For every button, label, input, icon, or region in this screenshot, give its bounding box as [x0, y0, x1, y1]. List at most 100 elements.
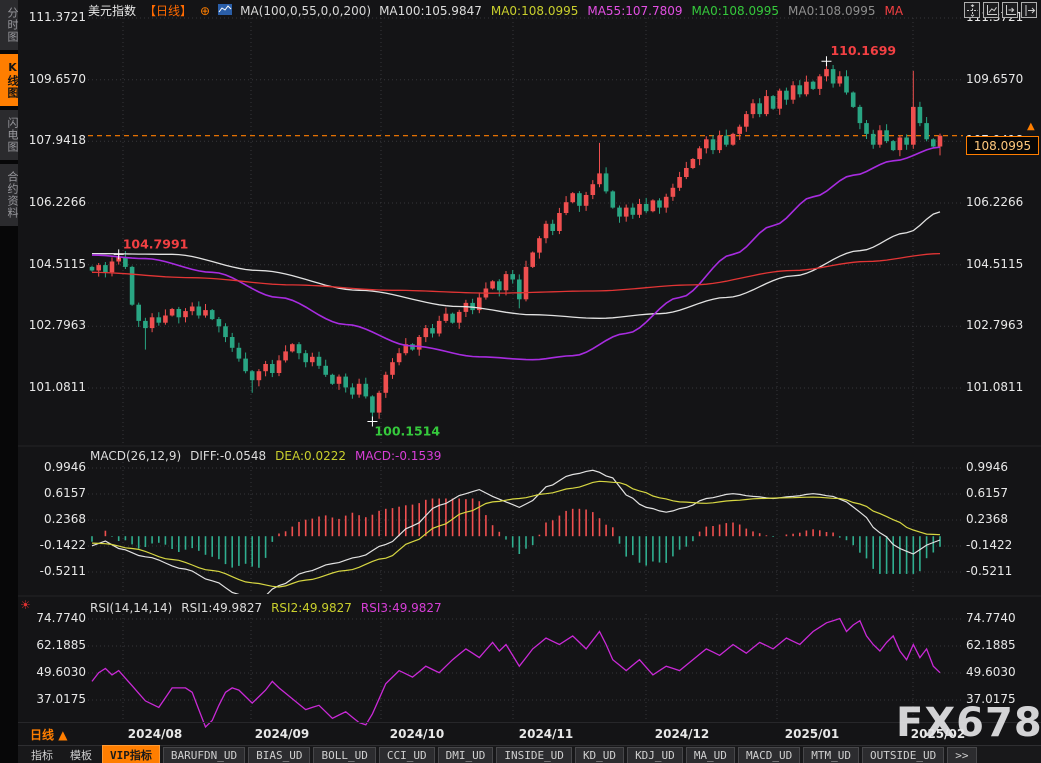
rsi-axis-label-r: 74.7740 — [966, 611, 1016, 625]
macd-axis-label-r: 0.9946 — [966, 460, 1008, 474]
bottom-tab-bar: 指标 模板 VIP指标 BARUFDN_UD BIAS_UD BOLL_UD CCI_UD D… — [18, 744, 1041, 763]
tab-MA_UD[interactable]: MA_UD — [685, 746, 735, 763]
add-indicator-icon[interactable]: ⊕ — [200, 3, 211, 18]
price-axis-label-l: 109.6570 — [28, 71, 86, 86]
date-label: 2024/11 — [518, 727, 574, 741]
ma-values: MA100:105.9847 MA0:108.0995 MA55:107.7809 M… — [379, 4, 903, 18]
rsi2-value: RSI2:49.9827 — [271, 601, 352, 615]
pan-icon[interactable] — [964, 2, 980, 18]
tab->>[interactable]: >> — [947, 746, 977, 763]
price-axis-label-l: 111.3721 — [28, 10, 86, 24]
rsi-axis-label-r: 49.6030 — [966, 665, 1016, 679]
chart-header: 美元指数 【日线】 ⊕ MA(100,0,55,0,0,200) MA100:1… — [88, 2, 903, 19]
price-axis-label-l: 107.9418 — [28, 133, 86, 148]
rsi1-value: RSI1:49.9827 — [181, 601, 263, 615]
ma-formula: MA(100,0,55,0,0,200) — [240, 3, 372, 18]
date-axis-row: 2024/08 2024/09 2024/10 2024/11 2024/12 2025/… — [18, 722, 1041, 746]
rsi-axis-label-r: 62.1885 — [966, 638, 1016, 652]
macd-axis-label-l: 0.2368 — [44, 512, 86, 526]
sidebar-item-闪电图[interactable]: 闪电图 — [0, 110, 19, 160]
tab-MACD_UD[interactable]: MACD_UD — [737, 746, 801, 763]
macd-header: MACD(26,12,9) DIFF:-0.0548 DEA:0.0222 MA… — [90, 449, 441, 463]
ma-value-0: MA100:105.9847 — [379, 3, 482, 18]
tab-MTM_UD[interactable]: MTM_UD — [803, 746, 860, 763]
date-label: 2024/08 — [127, 727, 183, 741]
macd-axis-label-l: 0.9946 — [44, 460, 86, 474]
current-price-badge: 108.0995 — [966, 136, 1039, 155]
price-axis-label-r: 109.6570 — [966, 71, 1024, 86]
mini-chart-icon — [218, 3, 233, 18]
tab-BOLL_UD[interactable]: BOLL_UD — [313, 746, 376, 763]
price-axis-label-l: 102.7963 — [28, 318, 86, 333]
ma-value-2: MA55:107.7809 — [587, 3, 683, 18]
rsi-series — [91, 617, 941, 729]
macd-diff-value: DIFF:-0.0548 — [190, 449, 267, 463]
rsi3-value: RSI3:49.9827 — [360, 601, 442, 615]
svg-text:104.7991: 104.7991 — [123, 236, 189, 251]
rsi-header: RSI(14,14,14) RSI1:49.9827 RSI2:49.9827 … — [90, 601, 442, 615]
period-label: 日线 — [30, 728, 55, 742]
rsi-formula: RSI(14,14,14) — [90, 601, 173, 615]
svg-text:110.1699: 110.1699 — [830, 43, 896, 58]
macd-axis-label-l: -0.5211 — [39, 564, 86, 578]
rsi-axis-label-l: 37.0175 — [36, 692, 86, 706]
date-label: 2024/09 — [254, 727, 310, 741]
tab-KDJ_UD[interactable]: KDJ_UD — [627, 746, 683, 763]
symbol-title: 美元指数 — [88, 4, 137, 18]
macd-axis-label-r: 0.2368 — [966, 512, 1008, 526]
tab-VIP指标[interactable]: VIP指标 — [102, 744, 160, 763]
candlestick-series: 104.7991 110.1699 100.1514 — [89, 43, 943, 438]
indicator-flag-icon[interactable]: ☀ — [20, 598, 31, 612]
tab-指标[interactable]: 指标 — [31, 748, 53, 762]
period-selector[interactable]: 日线 ▲ — [30, 726, 67, 743]
tab-DMI_UD[interactable]: DMI_UD — [437, 746, 494, 763]
sidebar-item-分时图[interactable]: 分时图 — [0, 0, 19, 50]
macd-series — [91, 469, 941, 594]
tab-KD_UD[interactable]: KD_UD — [574, 746, 625, 763]
tab-OUTSIDE_UD[interactable]: OUTSIDE_UD — [862, 746, 945, 763]
ma-value-5: MA — [884, 3, 904, 18]
sidebar-item-合约资料[interactable]: 合约资料 — [0, 164, 19, 226]
macd-axis-label-l: -0.1422 — [39, 538, 86, 552]
price-axis-label-r: 106.2266 — [966, 195, 1024, 209]
date-label: 2025/02 — [910, 727, 966, 741]
ma-value-4: MA0:108.0995 — [788, 3, 876, 18]
rsi-axis-label-r: 37.0175 — [966, 692, 1016, 706]
macd-formula: MACD(26,12,9) — [90, 449, 182, 463]
tab-INSIDE_UD[interactable]: INSIDE_UD — [496, 746, 572, 763]
rsi-axis-label-l: 74.7740 — [36, 611, 86, 625]
macd-axis-label-l: 0.6157 — [44, 486, 86, 500]
date-label: 2024/10 — [389, 727, 445, 741]
sidebar-item-K线图[interactable]: K线图 — [0, 54, 19, 106]
tab-BARUFDN_UD[interactable]: BARUFDN_UD — [162, 746, 246, 763]
macd-macd-value: MACD:-0.1539 — [355, 449, 442, 463]
period-up-arrow: ▲ — [58, 728, 68, 742]
axis-shift-icon[interactable] — [1002, 2, 1018, 18]
ma-value-1: MA0:108.0995 — [490, 3, 579, 18]
price-axis-label-r: 104.5115 — [966, 256, 1024, 271]
rsi-axis-label-l: 49.6030 — [36, 665, 86, 679]
tab-CCI_UD[interactable]: CCI_UD — [378, 746, 435, 763]
collapse-panel-icon[interactable] — [1021, 2, 1037, 18]
axis-zoom-icon[interactable] — [983, 2, 999, 18]
date-label: 2025/01 — [784, 727, 840, 741]
tab-模板[interactable]: 模板 — [70, 748, 92, 762]
price-axis-label-r: 102.7963 — [966, 318, 1024, 333]
price-axis-label-l: 104.5115 — [28, 256, 86, 271]
tab-BIAS_UD[interactable]: BIAS_UD — [248, 746, 311, 763]
watermark: FX678 — [896, 700, 1041, 746]
price-axis-label-r: 101.0811 — [966, 380, 1024, 394]
price-arrow-icon: ▲ — [1027, 121, 1035, 132]
period-tag: 【日线】 — [144, 4, 193, 18]
macd-axis-label-r: -0.1422 — [966, 538, 1013, 552]
macd-axis-label-r: -0.5211 — [966, 564, 1013, 578]
macd-dea-value: DEA:0.0222 — [275, 449, 347, 463]
chart-toolbar — [964, 2, 1037, 18]
ma-value-3: MA0:108.0995 — [691, 3, 780, 18]
price-axis-label-l: 106.2266 — [28, 195, 86, 209]
macd-axis-label-r: 0.6157 — [966, 486, 1008, 500]
rsi-axis-label-l: 62.1885 — [36, 638, 86, 652]
price-axis-label-l: 101.0811 — [28, 380, 86, 394]
